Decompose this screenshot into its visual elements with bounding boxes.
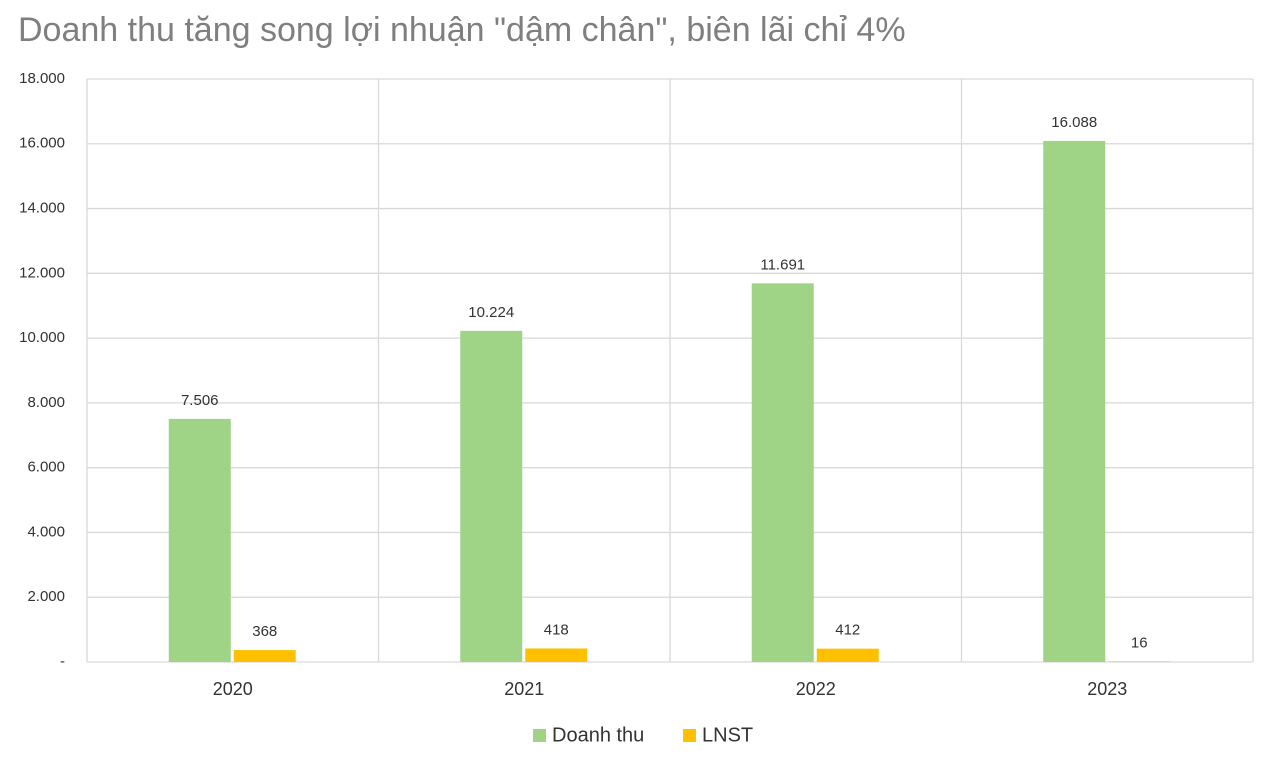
y-tick-label: 2.000 [27,588,65,605]
bar [233,650,296,662]
chart-title: Doanh thu tăng song lợi nhuận "dậm chân"… [18,11,906,49]
y-tick-label: 4.000 [27,523,65,540]
y-tick-label: 18.000 [19,70,65,87]
bar [1043,140,1106,662]
legend-label: Doanh thu [552,724,644,746]
data-label: 418 [544,621,569,638]
x-tick-label: 2021 [504,679,544,699]
bar [168,418,231,662]
bar [751,283,814,662]
data-label: 412 [835,622,860,639]
x-tick-label: 2020 [213,679,253,699]
y-tick-label: 10.000 [19,329,65,346]
bar [816,648,879,662]
bar [525,648,588,662]
y-tick-label: 14.000 [19,200,65,217]
data-label: 16.088 [1051,114,1097,131]
y-tick-label: 16.000 [19,135,65,152]
legend-swatch [683,729,696,742]
data-label: 16 [1131,634,1148,651]
data-label: 11.691 [760,256,805,273]
bar [1108,661,1171,662]
data-label: 7.506 [181,392,219,409]
y-tick-label: 12.000 [19,264,65,281]
data-label: 368 [252,623,277,640]
y-tick-label: 8.000 [27,394,65,411]
y-tick-label: - [60,653,65,670]
data-label: 10.224 [468,304,514,321]
y-tick-label: 6.000 [27,459,65,476]
x-tick-label: 2023 [1087,679,1127,699]
legend-label: LNST [702,724,753,746]
x-tick-label: 2022 [796,679,836,699]
bar [460,330,523,662]
legend-swatch [533,729,546,742]
